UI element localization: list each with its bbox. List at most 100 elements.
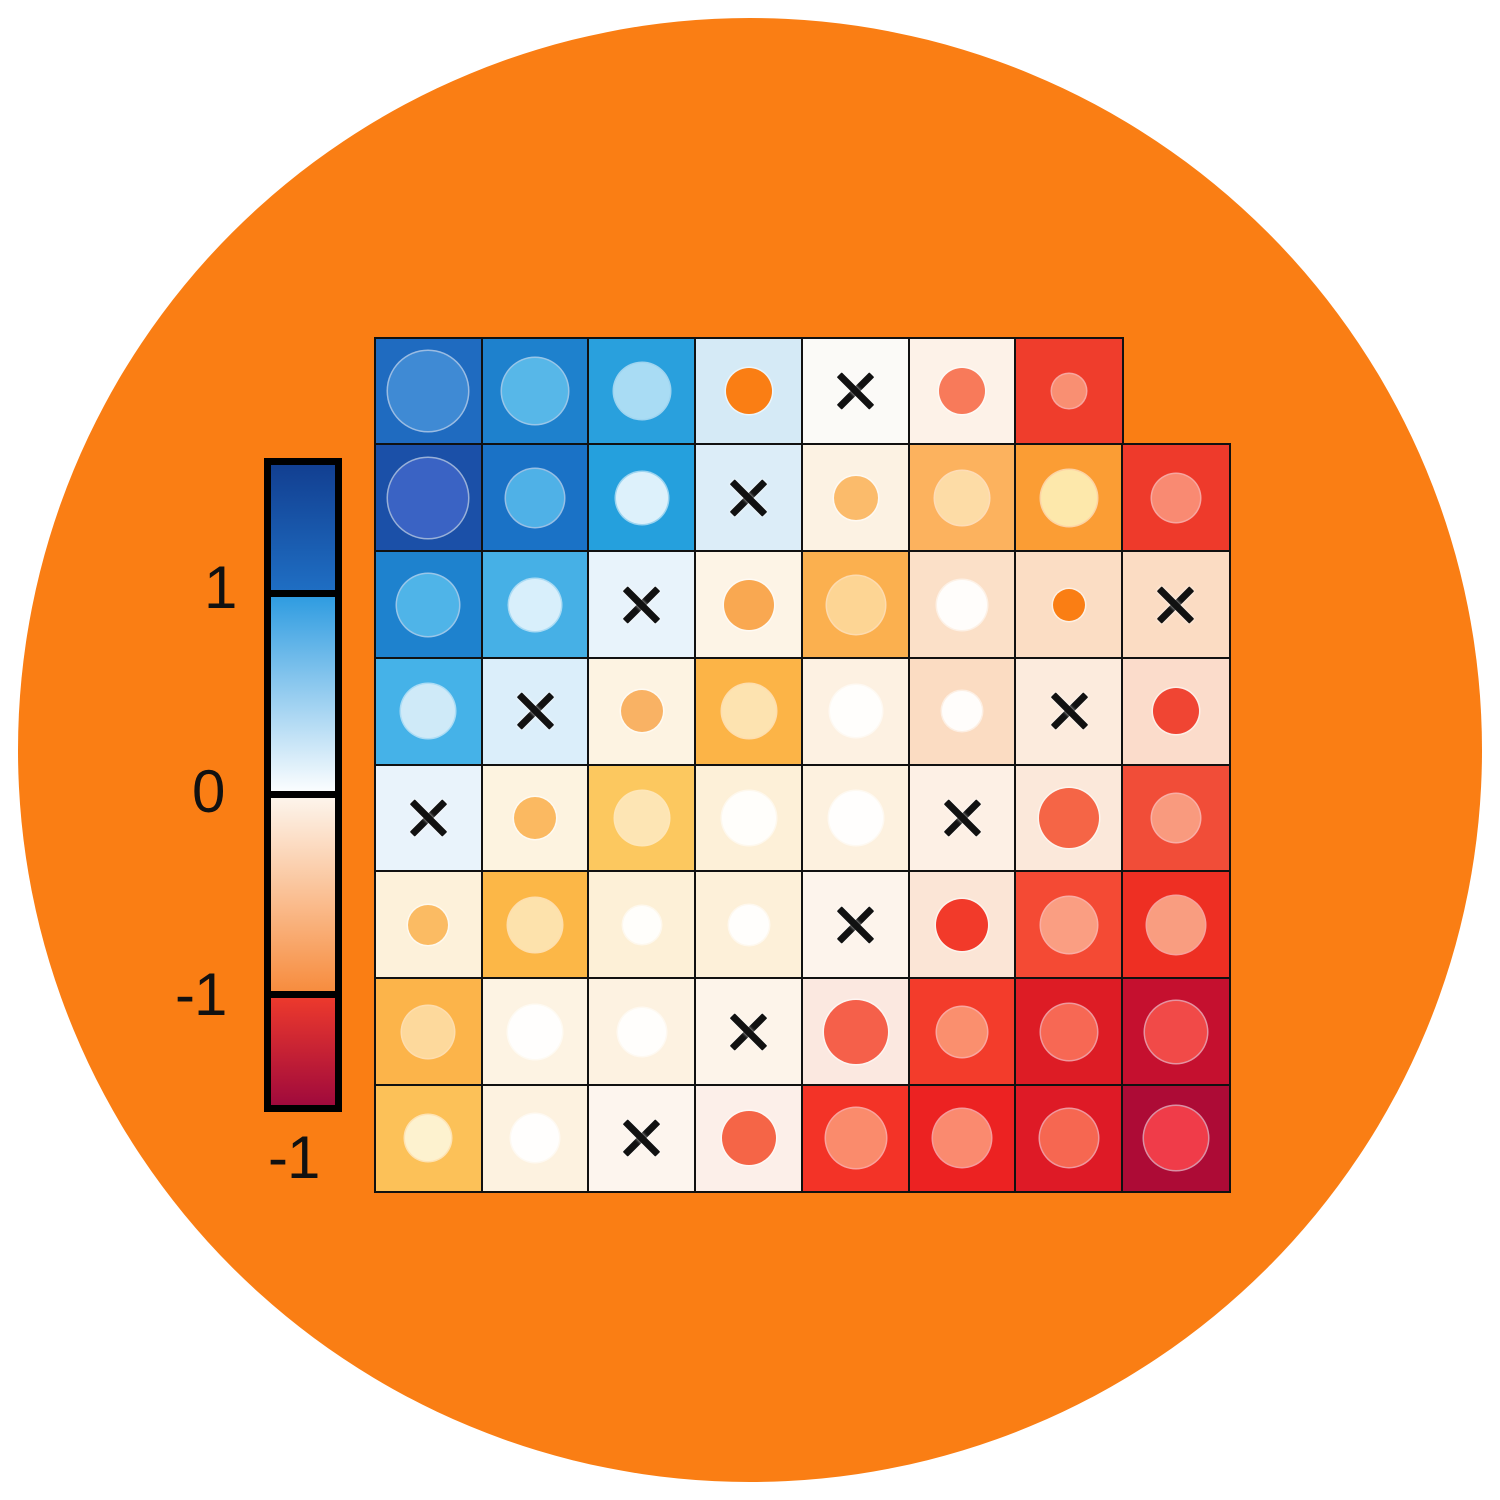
matrix-cell-r3-c4[interactable] (694, 550, 804, 660)
correlation-dot (833, 476, 878, 521)
correlation-dot (721, 1111, 776, 1166)
matrix-cell-r4-c4[interactable] (694, 656, 804, 767)
matrix-cell-r7-c8[interactable] (1121, 976, 1231, 1087)
matrix-cell-r4-c5[interactable] (800, 656, 911, 767)
matrix-cell-r1-c4[interactable] (694, 336, 804, 446)
matrix-cell-r5-c5[interactable] (800, 763, 911, 873)
colorbar-divider-1 (271, 589, 335, 597)
matrix-cell-r6-c6[interactable] (907, 870, 1018, 980)
matrix-cell-r6-c8[interactable] (1121, 870, 1231, 980)
matrix-cell-r4-c3[interactable] (587, 656, 697, 767)
matrix-cell-r5-c3[interactable] (587, 763, 697, 873)
correlation-dot (615, 472, 668, 525)
correlation-dot (1040, 1109, 1099, 1168)
matrix-cell-r5-c6[interactable] (907, 763, 1018, 873)
matrix-cell-r1-c1[interactable] (373, 336, 484, 446)
correlation-matrix[interactable] (373, 336, 1231, 1193)
correlation-dot (723, 579, 774, 630)
matrix-row (373, 1083, 1231, 1193)
matrix-cell-r2-c8[interactable] (1121, 443, 1231, 553)
colorbar[interactable] (264, 458, 342, 1112)
matrix-cell-r2-c4[interactable] (694, 443, 804, 553)
matrix-cell-r3-c3[interactable] (587, 550, 697, 660)
matrix-cell-r5-c4[interactable] (694, 763, 804, 873)
matrix-cell-r3-c8[interactable] (1121, 550, 1231, 660)
matrix-cell-r7-c3[interactable] (587, 976, 697, 1087)
matrix-cell-r3-c2[interactable] (480, 550, 590, 660)
correlation-dot (721, 791, 776, 846)
matrix-cell-r5-c1[interactable] (373, 763, 484, 873)
matrix-cell-r8-c7[interactable] (1014, 1083, 1124, 1193)
matrix-cell-r7-c5[interactable] (800, 976, 911, 1087)
correlation-dot (942, 691, 983, 732)
correlation-dot (1143, 1106, 1208, 1171)
matrix-cell-r6-c5[interactable] (800, 870, 911, 980)
correlation-dot (514, 797, 557, 840)
matrix-cell-r1-c2[interactable] (480, 336, 590, 446)
matrix-row (373, 763, 1231, 873)
nonsignificant-x-icon (1153, 582, 1199, 628)
correlation-dot (829, 685, 882, 738)
matrix-cell-r7-c1[interactable] (373, 976, 484, 1087)
matrix-cell-r4-c1[interactable] (373, 656, 484, 767)
matrix-cell-r8-c6[interactable] (907, 1083, 1018, 1193)
matrix-cell-r6-c3[interactable] (587, 870, 697, 980)
matrix-cell-r6-c2[interactable] (480, 870, 590, 980)
matrix-cell-r5-c2[interactable] (480, 763, 590, 873)
matrix-cell-r3-c6[interactable] (907, 550, 1018, 660)
correlation-dot (728, 904, 769, 945)
matrix-cell-r2-c7[interactable] (1014, 443, 1124, 553)
colorbar-segment-3 (271, 794, 335, 995)
matrix-cell-r1-c6[interactable] (907, 336, 1018, 446)
matrix-cell-r8-c5[interactable] (800, 1083, 911, 1193)
matrix-cell-r8-c8[interactable] (1121, 1083, 1231, 1193)
correlation-dot (939, 368, 986, 415)
matrix-cell-r3-c5[interactable] (800, 550, 911, 660)
matrix-cell-r7-c2[interactable] (480, 976, 590, 1087)
nonsignificant-x-icon (619, 582, 665, 628)
matrix-cell-r7-c7[interactable] (1014, 976, 1124, 1087)
matrix-row (373, 656, 1231, 767)
matrix-cell-r4-c2[interactable] (480, 656, 590, 767)
matrix-cell-r6-c7[interactable] (1014, 870, 1124, 980)
matrix-cell-r5-c7[interactable] (1014, 763, 1124, 873)
matrix-cell-r2-c3[interactable] (587, 443, 697, 553)
correlation-dot (825, 1108, 886, 1169)
matrix-cell-r6-c4[interactable] (694, 870, 804, 980)
correlation-dot (1152, 688, 1199, 735)
correlation-dot (1151, 794, 1200, 843)
matrix-cell-r4-c7[interactable] (1014, 656, 1124, 767)
matrix-row (373, 443, 1231, 553)
matrix-cell-r4-c8[interactable] (1121, 656, 1231, 767)
matrix-cell-r3-c1[interactable] (373, 550, 484, 660)
matrix-cell-r8-c4[interactable] (694, 1083, 804, 1193)
correlation-dot (1052, 374, 1087, 409)
matrix-cell-r1-c5[interactable] (800, 336, 911, 446)
correlation-dot (1146, 895, 1205, 954)
matrix-cell-r7-c6[interactable] (907, 976, 1018, 1087)
matrix-cell-r2-c6[interactable] (907, 443, 1018, 553)
correlation-dot (511, 1114, 560, 1163)
matrix-cell-r4-c6[interactable] (907, 656, 1018, 767)
correlation-dot (937, 1006, 988, 1057)
matrix-cell-r2-c2[interactable] (480, 443, 590, 553)
matrix-cell-r1-c7[interactable] (1014, 336, 1124, 446)
colorbar-segment-1 (271, 465, 335, 593)
matrix-cell-r2-c1[interactable] (373, 443, 484, 553)
matrix-cell-r1-c3[interactable] (587, 336, 697, 446)
nonsignificant-x-icon (833, 902, 879, 948)
matrix-cell-r2-c5[interactable] (800, 443, 911, 553)
matrix-cell-r8-c1[interactable] (373, 1083, 484, 1193)
matrix-cell-r5-c8[interactable] (1121, 763, 1231, 873)
matrix-cell-r8-c2[interactable] (480, 1083, 590, 1193)
matrix-cell-r8-c3[interactable] (587, 1083, 697, 1193)
correlation-dot (508, 1004, 563, 1059)
correlation-dot (725, 368, 772, 415)
matrix-cell-r3-c7[interactable] (1014, 550, 1124, 660)
correlation-dot (1039, 788, 1100, 849)
matrix-cell-r7-c4[interactable] (694, 976, 804, 1087)
matrix-cell-r6-c1[interactable] (373, 870, 484, 980)
correlation-dot (936, 898, 989, 951)
correlation-dot (388, 458, 469, 539)
nonsignificant-x-icon (512, 688, 558, 734)
